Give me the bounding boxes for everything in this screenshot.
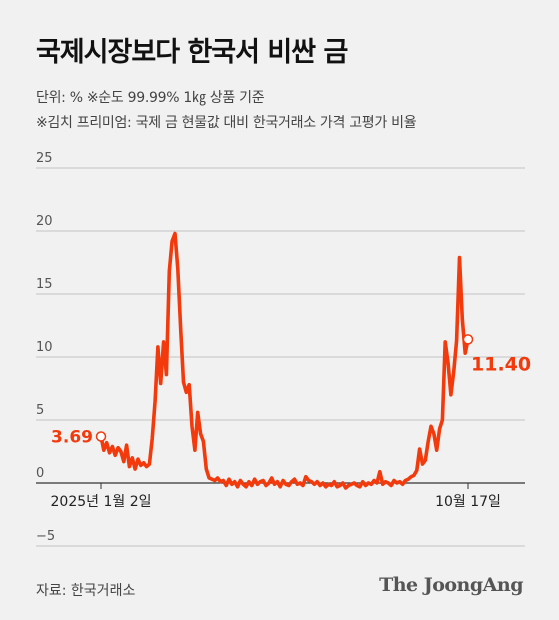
premium-definition-note: ※김치 프리미엄: 국제 금 현물값 대비 한국거래소 가격 고평가 비율 [36, 115, 417, 131]
publisher-logo: The JoongAng [379, 574, 523, 596]
y-tick-label: 0 [36, 466, 44, 481]
end-point-marker [462, 334, 474, 345]
y-tick-label: 10 [36, 340, 53, 355]
line-chart: −5 0 5 10 15 20 25 2025년 1월 2일 10월 17일 3.69 11.40 [36, 151, 531, 547]
y-tick-label: 5 [36, 403, 44, 418]
start-point-marker [95, 431, 107, 442]
y-tick-label: −5 [36, 529, 55, 544]
series-line [99, 231, 470, 490]
y-tick-label: 15 [36, 277, 53, 292]
x-tick-label: 10월 17일 [435, 494, 501, 510]
end-value-label: 11.40 [471, 353, 531, 375]
y-tick-label: 20 [36, 214, 53, 229]
source-note: 자료: 한국거래소 [36, 583, 136, 599]
start-value-label: 3.69 [51, 428, 93, 448]
x-tick-label: 2025년 1월 2일 [51, 494, 152, 510]
unit-note: 단위: % ※순도 99.99% 1㎏ 상품 기준 [36, 90, 265, 106]
chart-title: 국제시장보다 한국서 비싼 금 [36, 37, 348, 68]
y-tick-label: 25 [36, 151, 53, 166]
